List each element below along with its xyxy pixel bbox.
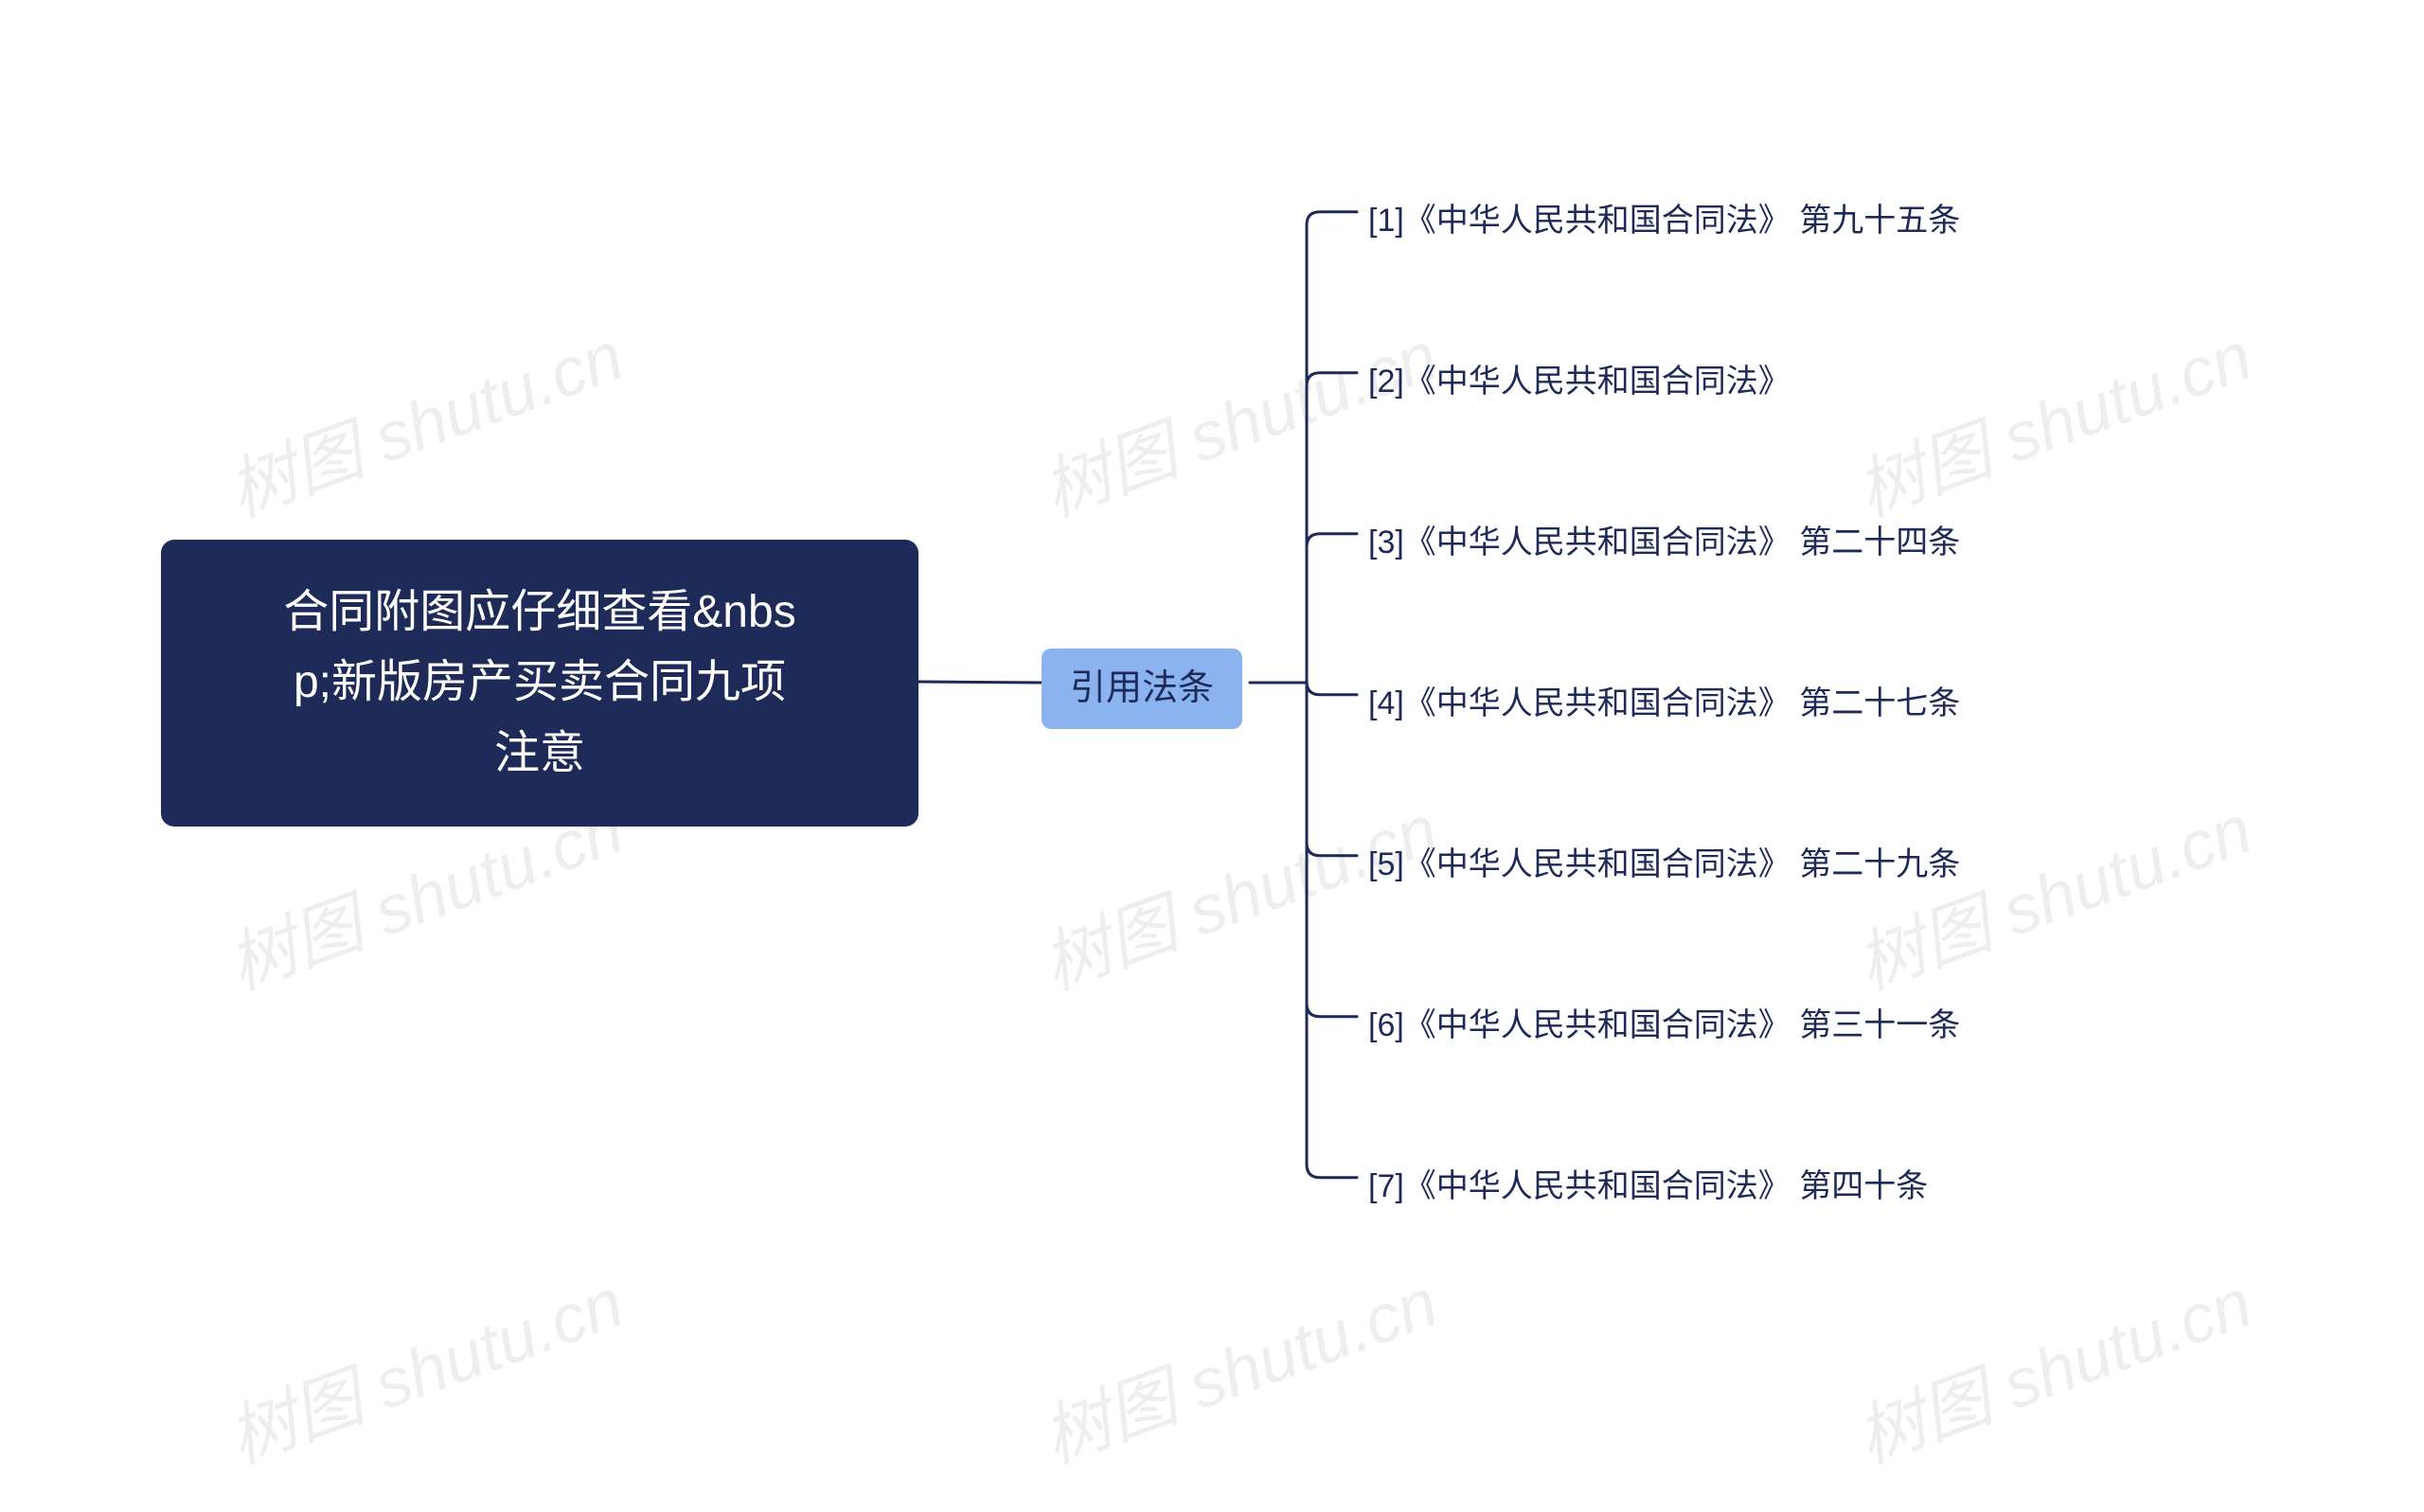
leaf-node: [5]《中华人民共和国合同法》 第二十九条 [1368, 838, 1960, 884]
leaf-label: [2]《中华人民共和国合同法》 [1368, 364, 1791, 400]
leaf-node: [7]《中华人民共和国合同法》 第四十条 [1368, 1160, 1928, 1206]
watermark: 树图 shutu.cn [1841, 1247, 2263, 1482]
leaf-node: [3]《中华人民共和国合同法》 第二十四条 [1368, 516, 1960, 562]
leaf-label: [7]《中华人民共和国合同法》 第四十条 [1368, 1168, 1928, 1204]
watermark: 树图 shutu.cn [212, 300, 634, 535]
root-line: p;新版房产买卖合同九项 [206, 648, 873, 718]
leaf-node: [1]《中华人民共和国合同法》 第九十五条 [1368, 194, 1960, 240]
leaf-node: [2]《中华人民共和国合同法》 [1368, 355, 1791, 401]
watermark: 树图 shutu.cn [1026, 774, 1449, 1008]
branch-node: 引用法条 [1042, 649, 1242, 729]
root-line: 注意 [206, 719, 873, 789]
leaf-label: [4]《中华人民共和国合同法》 第二十七条 [1368, 685, 1960, 721]
leaf-label: [3]《中华人民共和国合同法》 第二十四条 [1368, 525, 1960, 560]
watermark: 树图 shutu.cn [212, 1247, 634, 1482]
watermark: 树图 shutu.cn [1026, 300, 1449, 535]
leaf-node: [6]《中华人民共和国合同法》 第三十一条 [1368, 999, 1960, 1045]
root-node: 合同附图应仔细查看&nbsp;新版房产买卖合同九项注意 [161, 540, 918, 827]
leaf-label: [5]《中华人民共和国合同法》 第二十九条 [1368, 846, 1960, 882]
watermark: 树图 shutu.cn [1841, 300, 2263, 535]
leaf-label: [1]《中华人民共和国合同法》 第九十五条 [1368, 203, 1960, 239]
leaf-node: [4]《中华人民共和国合同法》 第二十七条 [1368, 677, 1960, 723]
leaf-label: [6]《中华人民共和国合同法》 第三十一条 [1368, 1007, 1960, 1043]
root-line: 合同附图应仔细查看&nbs [206, 578, 873, 648]
watermark: 树图 shutu.cn [1841, 774, 2263, 1008]
branch-label: 引用法条 [1070, 668, 1214, 708]
watermark: 树图 shutu.cn [1026, 1247, 1449, 1482]
